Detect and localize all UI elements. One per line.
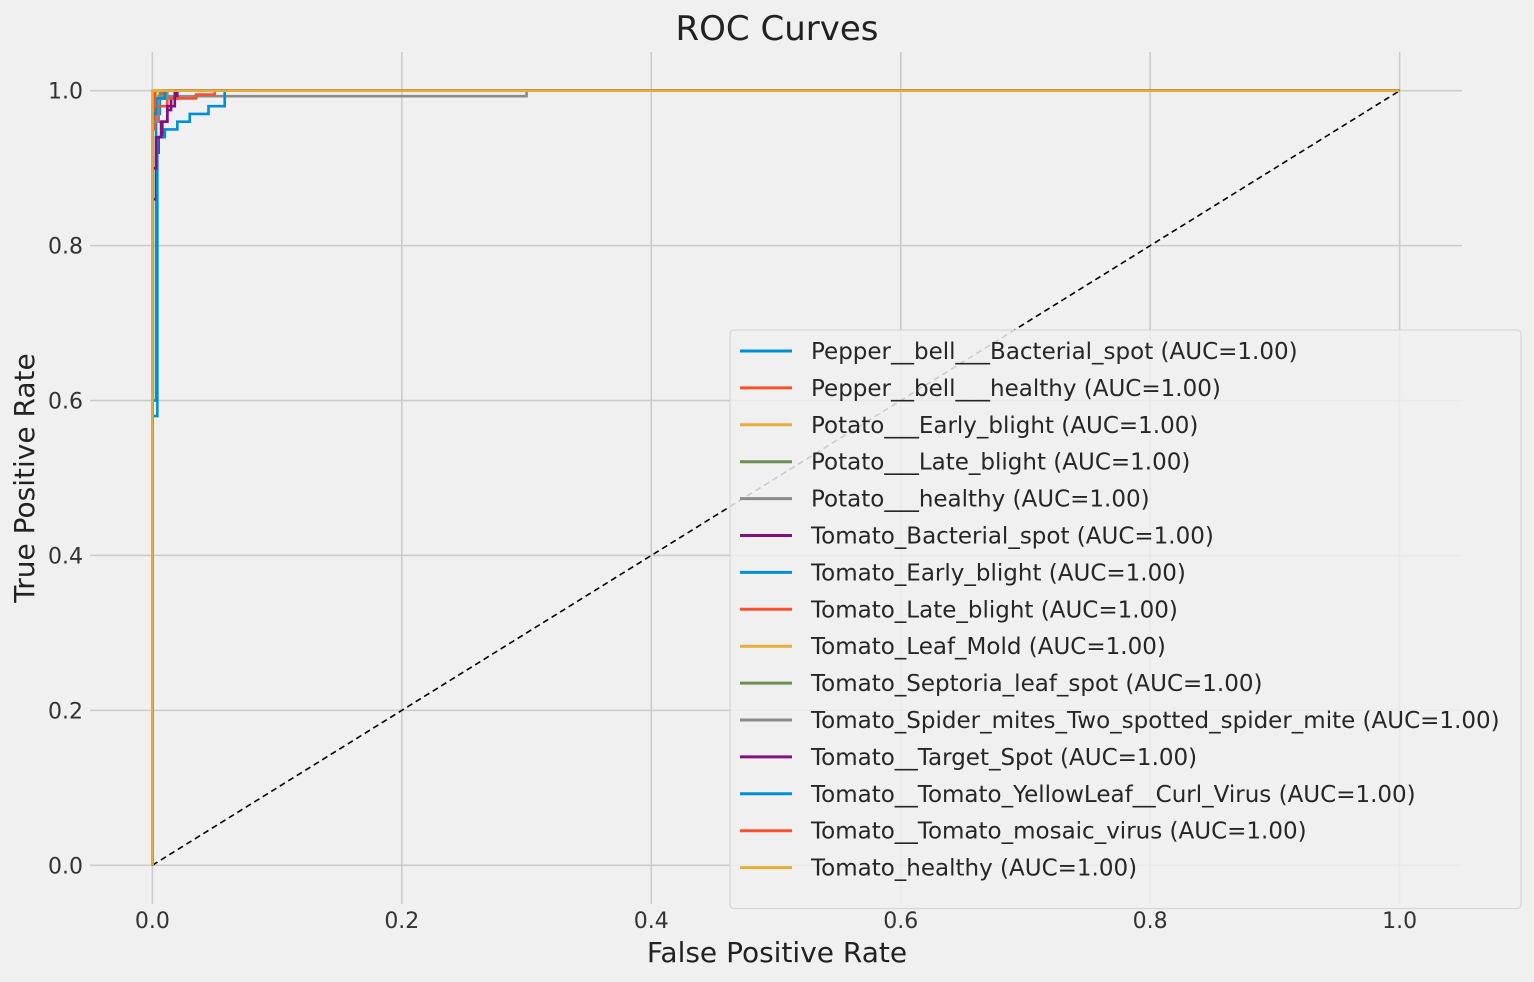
x-tick-label: 0.6 <box>883 909 918 934</box>
legend-label: Tomato__Target_Spot (AUC=1.00) <box>810 745 1197 771</box>
roc-curve-14 <box>151 89 1400 866</box>
legend-label: Potato___Early_blight (AUC=1.00) <box>811 413 1198 439</box>
y-axis-title: True Positive Rate <box>8 353 41 603</box>
y-tick-label: 0.8 <box>48 235 83 260</box>
roc-curves <box>151 89 1401 866</box>
x-tick-label: 0.8 <box>1133 909 1168 934</box>
legend-label: Tomato_Leaf_Mold (AUC=1.00) <box>810 634 1166 660</box>
legend-label: Tomato_healthy (AUC=1.00) <box>810 856 1137 882</box>
legend-label: Tomato_Early_blight (AUC=1.00) <box>810 560 1186 586</box>
x-tick-label: 0.4 <box>634 909 669 934</box>
legend-label: Pepper__bell___Bacterial_spot (AUC=1.00) <box>811 339 1298 365</box>
y-tick-label: 0.2 <box>48 699 83 724</box>
legend-box <box>729 329 1522 910</box>
legend-label: Tomato_Septoria_leaf_spot (AUC=1.00) <box>810 671 1262 697</box>
chart-title: ROC Curves <box>676 9 879 49</box>
legend-label: Potato___healthy (AUC=1.00) <box>811 487 1150 513</box>
x-tick-label: 0.2 <box>384 909 419 934</box>
tick-labels: 0.0 0.2 0.4 0.6 0.8 1.0 0.0 0.2 0.4 0.6 0.8 1.0 <box>48 80 1417 934</box>
legend: Pepper__bell___Bacterial_spot (AUC=1.00)… <box>729 329 1522 910</box>
legend-label: Potato___Late_blight (AUC=1.00) <box>811 450 1190 476</box>
legend-label: Pepper__bell___healthy (AUC=1.00) <box>811 376 1221 402</box>
legend-label: Tomato__Tomato_YellowLeaf__Curl_Virus (A… <box>810 782 1416 808</box>
legend-label: Tomato_Spider_mites_Two_spotted_spider_m… <box>810 708 1500 734</box>
x-tick-label: 1.0 <box>1382 909 1417 934</box>
y-tick-label: 0.0 <box>48 854 83 879</box>
y-tick-label: 0.4 <box>48 544 83 569</box>
legend-label: Tomato__Tomato_mosaic_virus (AUC=1.00) <box>810 819 1307 845</box>
roc-curve-11 <box>151 89 1400 866</box>
x-axis-title: False Positive Rate <box>647 936 907 969</box>
roc-curve-6 <box>151 89 1400 866</box>
y-tick-label: 1.0 <box>48 80 83 105</box>
y-tick-label: 0.6 <box>48 390 83 415</box>
legend-label: Tomato_Late_blight (AUC=1.00) <box>810 597 1178 623</box>
x-tick-label: 0.0 <box>135 909 170 934</box>
legend-label: Tomato_Bacterial_spot (AUC=1.00) <box>810 524 1214 550</box>
